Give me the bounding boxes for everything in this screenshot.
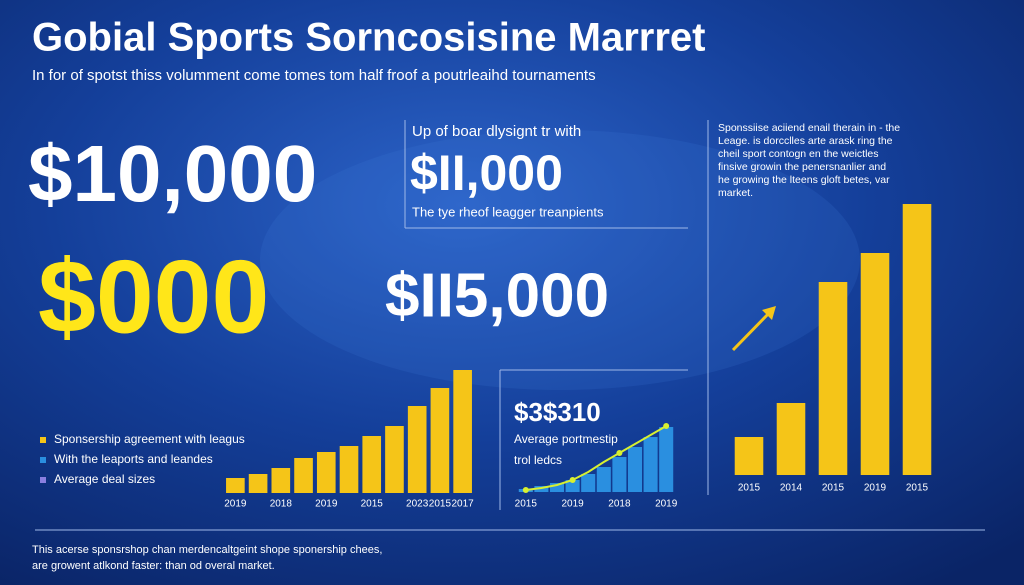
- trend-point: [522, 487, 529, 493]
- note-line: Leage. is dorcclles arte arask ring the: [718, 135, 893, 147]
- small-stat: $3$310: [514, 397, 601, 427]
- footer-text: This acerse sponsrshop chan merdencaltge…: [32, 544, 382, 556]
- bar: [818, 282, 848, 475]
- note-line: finsive growin the penersnanlier and: [718, 161, 886, 173]
- map-glow: [260, 130, 860, 390]
- bar: [627, 447, 643, 492]
- bar: [565, 480, 580, 492]
- bar: [294, 458, 313, 493]
- small-note: trol ledcs: [514, 453, 562, 467]
- x-tick-label: 2015: [822, 483, 845, 494]
- title: Gobial Sports Sorncosisine Marrret: [32, 16, 706, 60]
- bar: [643, 437, 658, 492]
- x-tick-label: 2015: [906, 483, 929, 494]
- x-tick-label: 2019: [864, 483, 887, 494]
- bar: [776, 403, 806, 475]
- x-tick-label: 2015: [738, 483, 761, 494]
- bar: [581, 474, 596, 492]
- x-tick-label: 2019: [315, 499, 338, 510]
- x-tick-label: 2014: [780, 483, 803, 494]
- bar: [407, 406, 427, 493]
- legend-swatch: [40, 457, 46, 463]
- big-stat: $10,000: [28, 129, 317, 218]
- legend-label: Average deal sizes: [54, 472, 155, 486]
- legend-swatch: [40, 437, 46, 443]
- note-line: market.: [718, 187, 753, 199]
- box-caption: Up of boar dlysignt tr with: [412, 123, 581, 140]
- note-line: cheil sport contogn en the weictles: [718, 148, 879, 160]
- subtitle: In for of spotst thiss volumment come to…: [32, 67, 596, 84]
- x-tick-label: 2015: [429, 499, 452, 510]
- x-tick-label: 2018: [608, 499, 631, 510]
- legend-swatch: [40, 477, 46, 483]
- bar: [339, 446, 359, 493]
- bar: [734, 437, 764, 475]
- trend-line: [525, 425, 667, 491]
- bar: [248, 474, 268, 493]
- bar: [596, 467, 611, 492]
- bar: [612, 457, 627, 492]
- note-line: he growing the lteens gloft betes, var: [718, 174, 890, 186]
- legend-label: Sponsership agreement with leagus: [54, 432, 245, 446]
- x-tick-label: 2019: [224, 499, 247, 510]
- bar: [659, 427, 674, 492]
- note-line: Sponssiise aciiend enail therain in - th…: [718, 122, 900, 134]
- trend-point: [663, 423, 670, 429]
- bar: [453, 370, 472, 493]
- big-stat-yellow: $000: [38, 239, 269, 355]
- box-value: $II,000: [410, 145, 563, 201]
- bar: [549, 483, 565, 492]
- bar: [271, 468, 291, 493]
- x-tick-label: 2019: [561, 499, 584, 510]
- trend-arrow: [731, 308, 774, 352]
- legend-label: With the leaports and leandes: [54, 452, 213, 466]
- x-tick-label: 2017: [452, 499, 475, 510]
- x-tick-label: 2015: [361, 499, 384, 510]
- arrow-head: [762, 306, 776, 320]
- x-tick-label: 2015: [515, 499, 538, 510]
- bar: [226, 478, 245, 493]
- bar: [385, 426, 404, 493]
- x-tick-label: 2019: [655, 499, 678, 510]
- trend-point: [616, 450, 623, 456]
- bar: [316, 452, 336, 493]
- x-tick-label: 2018: [270, 499, 293, 510]
- bar: [860, 253, 890, 475]
- footer-text: are growent atlkond faster: than od over…: [32, 560, 275, 572]
- bar: [902, 204, 932, 475]
- small-note: Average portmestip: [514, 432, 618, 446]
- bar: [430, 388, 450, 493]
- bar: [362, 436, 382, 493]
- trend-point: [569, 477, 576, 483]
- x-tick-label: 2023: [406, 499, 429, 510]
- mid-stat: $II5,000: [385, 261, 609, 330]
- box-note: The tye rheof leagger treanpients: [412, 204, 604, 219]
